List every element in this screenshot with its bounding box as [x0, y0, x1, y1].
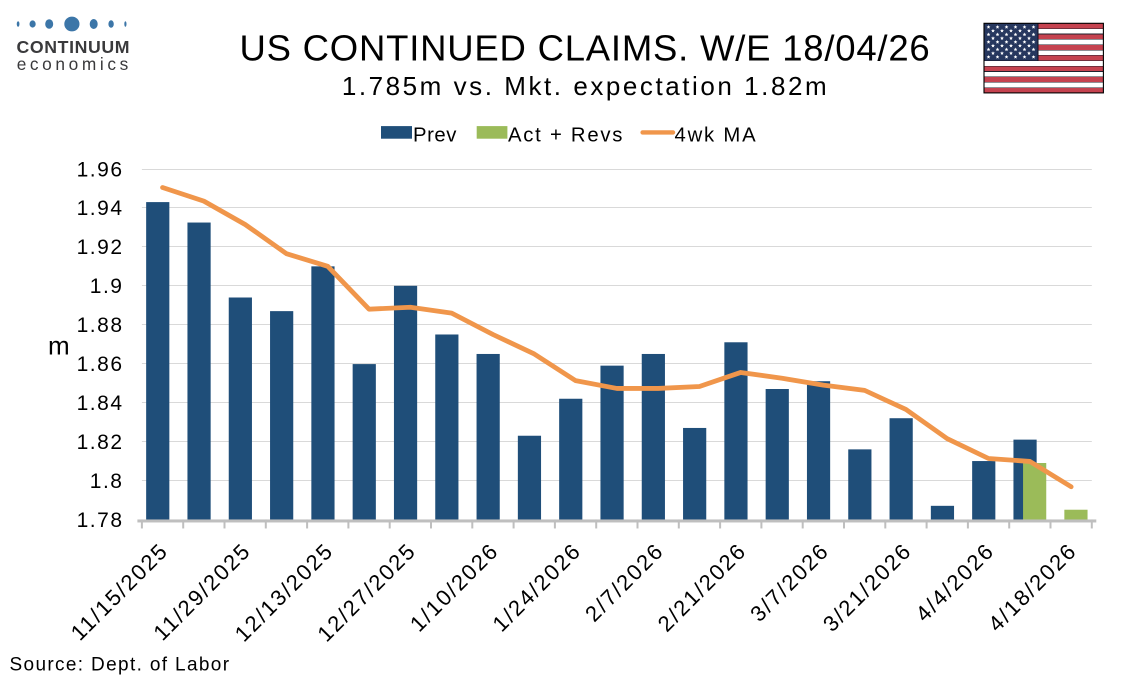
svg-text:1.8: 1.8 [90, 470, 124, 493]
svg-text:Prev: Prev [413, 125, 457, 147]
svg-text:1.82: 1.82 [77, 431, 124, 454]
svg-text:m: m [48, 331, 70, 361]
svg-text:1.9: 1.9 [90, 275, 124, 298]
svg-text:1.785m vs. Mkt. expectation 1.: 1.785m vs. Mkt. expectation 1.82m [342, 71, 829, 101]
svg-text:1.84: 1.84 [77, 392, 124, 415]
svg-text:CONTINUUM: CONTINUUM [17, 37, 131, 57]
svg-text:1.94: 1.94 [77, 197, 124, 220]
svg-text:1.92: 1.92 [77, 236, 124, 259]
svg-text:1.78: 1.78 [77, 509, 124, 532]
svg-text:1.88: 1.88 [77, 314, 124, 337]
svg-text:Act + Revs: Act + Revs [508, 125, 624, 147]
svg-text:1.96: 1.96 [77, 158, 124, 181]
svg-text:US CONTINUED CLAIMS. W/E 18/04: US CONTINUED CLAIMS. W/E 18/04/26 [239, 28, 930, 69]
svg-text:Source: Dept. of Labor: Source: Dept. of Labor [10, 655, 231, 676]
svg-text:4wk MA: 4wk MA [675, 125, 758, 147]
svg-text:economics: economics [17, 54, 132, 74]
svg-text:1.86: 1.86 [77, 353, 124, 376]
